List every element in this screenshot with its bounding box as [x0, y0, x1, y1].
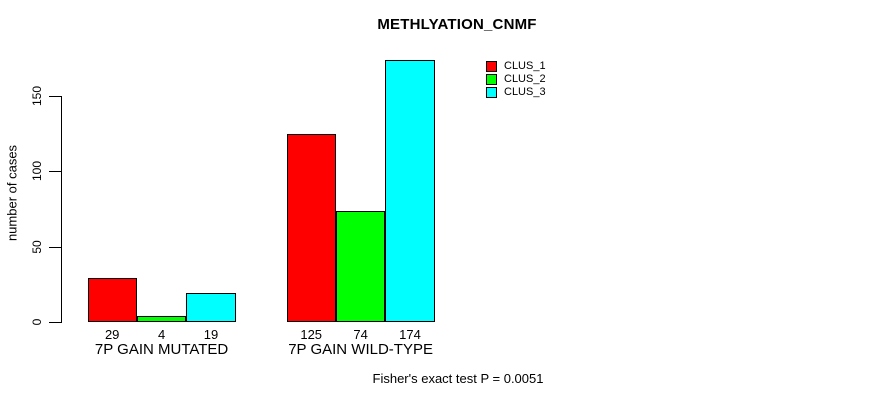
bar-value-label: 174: [399, 327, 421, 342]
bar: [136, 316, 187, 322]
bar-value-label: 19: [203, 327, 219, 342]
bar: [335, 210, 386, 322]
bar-value-label: 74: [353, 327, 368, 342]
y-axis-tick-label: 50: [30, 240, 44, 254]
y-axis-tick-label: 150: [30, 86, 44, 107]
legend-label: CLUS_2: [504, 73, 546, 85]
bar-value-label: 29: [104, 327, 120, 342]
legend-item: CLUS_2: [486, 74, 546, 85]
legend-swatch: [486, 87, 497, 98]
bar: [186, 293, 236, 322]
bar-value-label: 125: [300, 327, 323, 342]
y-axis-tick-label: 100: [30, 161, 44, 182]
bar: [87, 278, 137, 322]
bar-value-label: 4: [157, 327, 166, 342]
y-axis-title: number of cases: [4, 144, 20, 242]
legend-swatch: [486, 74, 497, 85]
stat-annotation: Fisher's exact test P = 0.0051: [372, 371, 544, 386]
legend-label: CLUS_3: [504, 86, 546, 98]
y-axis-tick: [49, 246, 61, 248]
legend-item: CLUS_1: [486, 61, 546, 72]
y-axis-line: [61, 96, 62, 323]
chart-title: METHLYATION_CNMF: [377, 16, 537, 33]
category-label: 7P GAIN WILD-TYPE: [288, 341, 433, 358]
legend-label: CLUS_1: [504, 60, 546, 72]
legend: CLUS_1 CLUS_2 CLUS_3: [486, 61, 546, 100]
legend-swatch: [486, 61, 497, 72]
y-axis-tick-label: 0: [30, 318, 44, 326]
category-label: 7P GAIN MUTATED: [94, 341, 229, 358]
y-axis-tick: [49, 322, 61, 323]
y-axis-tick: [49, 171, 61, 173]
y-axis-tick: [49, 96, 61, 98]
bar: [286, 133, 336, 323]
bar: [385, 60, 435, 322]
legend-item: CLUS_3: [486, 87, 546, 98]
